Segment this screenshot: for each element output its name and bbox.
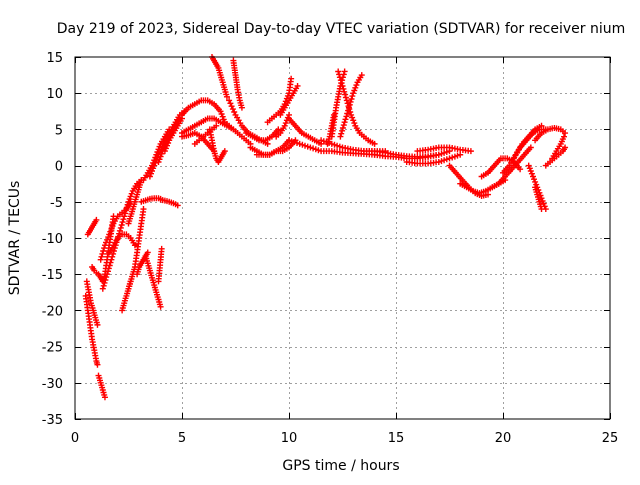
data-point-markers bbox=[277, 82, 301, 118]
data-series bbox=[179, 97, 228, 126]
data-point-markers bbox=[84, 216, 100, 238]
data-series bbox=[142, 253, 164, 310]
data-point-markers bbox=[106, 231, 138, 256]
x-axis-label: GPS time / hours bbox=[282, 458, 399, 474]
data-point-markers bbox=[532, 125, 569, 144]
y-axis-label: SDTVAR / TECUs bbox=[7, 181, 23, 296]
data-series bbox=[230, 57, 245, 111]
data-point-markers bbox=[532, 184, 545, 213]
data-series bbox=[286, 137, 378, 158]
data-series bbox=[95, 372, 108, 401]
data-point-markers bbox=[221, 119, 254, 147]
data-point-markers bbox=[324, 111, 337, 147]
data-series bbox=[277, 82, 301, 118]
data-point-markers bbox=[83, 278, 101, 328]
y-tick-label: -30 bbox=[42, 377, 63, 392]
data-point-markers bbox=[403, 151, 464, 167]
data-point-markers bbox=[155, 245, 165, 285]
data-series bbox=[286, 115, 325, 147]
data-point-markers bbox=[230, 57, 245, 111]
y-tick-label: -20 bbox=[42, 304, 63, 319]
data-series bbox=[125, 177, 145, 227]
y-tick-label: -15 bbox=[42, 268, 63, 283]
data-layer bbox=[82, 54, 569, 401]
x-tick-label: 10 bbox=[281, 431, 298, 446]
data-point-markers bbox=[273, 111, 292, 140]
x-tick-label: 15 bbox=[388, 431, 405, 446]
x-tick-label: 5 bbox=[178, 431, 186, 446]
data-point-markers bbox=[286, 137, 378, 158]
data-series bbox=[510, 126, 549, 162]
data-series bbox=[324, 111, 337, 147]
data-series bbox=[371, 148, 453, 162]
ticks-layer bbox=[75, 57, 611, 420]
x-tick-label: 0 bbox=[71, 431, 79, 446]
data-series bbox=[157, 196, 181, 209]
data-series bbox=[84, 216, 100, 238]
x-tick-label: 20 bbox=[495, 431, 512, 446]
data-series bbox=[532, 125, 569, 144]
data-point-markers bbox=[337, 72, 365, 140]
y-tick-label: -35 bbox=[42, 413, 63, 428]
data-point-markers bbox=[95, 372, 108, 401]
y-tick-label: -5 bbox=[50, 196, 63, 211]
data-point-markers bbox=[489, 144, 534, 191]
data-series bbox=[532, 184, 545, 213]
data-series bbox=[264, 75, 295, 126]
data-series bbox=[273, 111, 292, 140]
y-tick-label: 5 bbox=[55, 123, 63, 138]
data-series bbox=[206, 126, 228, 165]
y-tick-label: -25 bbox=[42, 341, 63, 356]
x-tick-label: 25 bbox=[602, 431, 619, 446]
data-point-markers bbox=[138, 195, 164, 205]
y-tick-label: 0 bbox=[55, 160, 63, 175]
data-series bbox=[138, 195, 164, 205]
data-series bbox=[161, 115, 185, 155]
data-point-markers bbox=[157, 196, 181, 209]
labels-layer: 0 5 10 15 20 25 15 10 5 0 -5 -10 -15 -20 -25 -30 -35 bbox=[42, 51, 619, 446]
data-series bbox=[414, 144, 474, 155]
data-series bbox=[403, 151, 464, 167]
data-series bbox=[83, 278, 101, 328]
data-series bbox=[243, 126, 282, 144]
data-point-markers bbox=[286, 115, 325, 147]
data-point-markers bbox=[125, 177, 145, 227]
data-point-markers bbox=[264, 75, 295, 126]
data-point-markers bbox=[510, 126, 549, 162]
data-point-markers bbox=[179, 97, 228, 126]
data-series bbox=[337, 72, 365, 140]
data-point-markers bbox=[142, 253, 164, 310]
data-point-markers bbox=[206, 126, 228, 165]
grid-layer bbox=[75, 57, 610, 419]
data-series bbox=[221, 119, 254, 147]
data-point-markers bbox=[371, 148, 453, 162]
data-series bbox=[549, 133, 567, 162]
data-series bbox=[106, 231, 138, 256]
data-series bbox=[125, 206, 147, 292]
data-point-markers bbox=[243, 126, 282, 144]
data-series bbox=[489, 144, 534, 191]
y-tick-label: 10 bbox=[46, 87, 63, 102]
data-point-markers bbox=[414, 144, 474, 155]
data-series bbox=[82, 292, 101, 368]
data-point-markers bbox=[125, 206, 147, 292]
y-tick-label: -10 bbox=[42, 232, 63, 247]
chart-title: Day 219 of 2023, Sidereal Day-to-day VTE… bbox=[57, 21, 626, 37]
data-point-markers bbox=[82, 292, 101, 368]
y-tick-label: 15 bbox=[46, 51, 63, 66]
data-series bbox=[155, 245, 165, 285]
data-point-markers bbox=[549, 133, 567, 162]
data-point-markers bbox=[161, 115, 185, 155]
